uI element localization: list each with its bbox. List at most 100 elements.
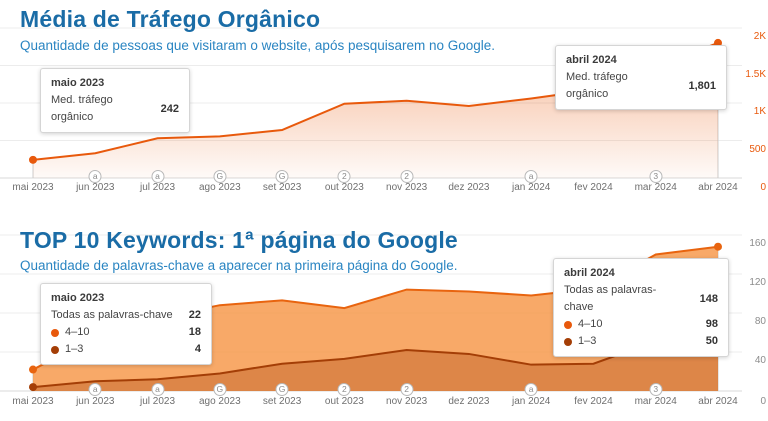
x-axis-label: jun 2023 — [76, 182, 115, 193]
series-dot-1-3-icon — [51, 345, 59, 354]
tooltip-row-label: Med. tráfego orgânico — [51, 94, 113, 123]
tooltip-row: Med. tráfego orgânico 242 — [51, 92, 179, 126]
x-axis-label: ago 2023 — [198, 182, 241, 193]
y-axis-label: 500 — [749, 143, 766, 155]
annotation-badge: G — [213, 170, 227, 183]
y-axis-label: 0 — [760, 182, 766, 193]
tooltip-row-label: Med. tráfego orgânico — [566, 71, 628, 100]
data-point-marker[interactable] — [29, 155, 37, 164]
series-label: 4–10 — [65, 326, 90, 338]
x-axis-label: set 2023 — [262, 396, 302, 407]
data-point-marker[interactable] — [29, 383, 37, 392]
x-axis-label: mar 2024 — [634, 396, 677, 407]
series-dot-4-10-icon — [564, 320, 572, 329]
x-axis-label: jan 2024 — [511, 182, 551, 193]
series-label: 1–3 — [578, 335, 597, 347]
tooltip-row: 4–10 18 — [51, 324, 201, 341]
x-axis-label: set 2023 — [262, 182, 302, 193]
data-point-marker[interactable] — [714, 38, 722, 47]
tooltip-keywords-may2023: maio 2023 Todas as palavras-chave 22 4–1… — [40, 283, 212, 365]
x-axis-label: mai 2023 — [12, 396, 54, 407]
annotation-badge: a — [151, 383, 165, 396]
tooltip-row-value: 98 — [705, 318, 718, 330]
tooltip-row: Todas as palavras-chave 22 — [51, 307, 201, 324]
x-axis-label: jul 2023 — [140, 182, 176, 193]
tooltip-row-value: 242 — [160, 102, 179, 115]
annotation-badge: 2 — [400, 383, 414, 396]
tooltip-row-label: 4–10 — [51, 324, 89, 341]
tooltip-title: abril 2024 — [564, 267, 615, 279]
x-axis-label: out 2023 — [324, 182, 364, 193]
x-axis-label: nov 2023 — [386, 396, 428, 407]
y-axis-label: 2K — [753, 31, 766, 42]
tooltip-row: Med. tráfego orgânico 1,801 — [566, 69, 716, 103]
tooltip-title: abril 2024 — [566, 54, 617, 66]
data-point-marker[interactable] — [29, 365, 37, 374]
traffic-chart-subheader: Quantidade de pessoas que visitaram o we… — [20, 38, 495, 53]
tooltip-title: maio 2023 — [51, 77, 105, 89]
tooltip-row-label: 4–10 — [564, 316, 602, 333]
annotation-badge: G — [213, 383, 227, 396]
series-line — [32, 340, 719, 389]
tooltip-row-value: 50 — [705, 335, 718, 347]
tooltip-row: 4–10 98 — [564, 316, 718, 333]
annotation-badge: G — [275, 383, 289, 396]
annotation-badge: a — [524, 383, 538, 396]
annotation-badge: G — [275, 170, 289, 183]
tooltip-row-value: 1,801 — [688, 79, 716, 92]
area-fill — [33, 42, 718, 178]
x-axis-label: jun 2023 — [76, 396, 115, 407]
series-label: 1–3 — [65, 343, 84, 355]
keywords-chart-title: TOP 10 Keywords: 1ª página do Google — [20, 227, 458, 253]
tooltip-row-value: 148 — [699, 292, 718, 305]
tooltip-row: 1–3 4 — [51, 341, 201, 358]
tooltip-row-label: 1–3 — [51, 341, 83, 358]
y-axis-label: 120 — [749, 277, 766, 288]
x-axis-label: mai 2023 — [12, 182, 54, 193]
annotation-badge: 2 — [337, 383, 351, 396]
x-axis-label: jan 2024 — [511, 396, 551, 407]
traffic-chart-header: Média de Tráfego Orgânico — [20, 6, 320, 33]
tooltip-traffic-apr2024: abril 2024 Med. tráfego orgânico 1,801 — [555, 45, 727, 110]
y-axis-label: 1K — [753, 106, 766, 117]
series-label: 4–10 — [578, 318, 603, 330]
tooltip-row-label: Todas as palavras-chave — [564, 284, 657, 313]
x-axis-label: fev 2024 — [574, 396, 613, 407]
x-axis-label: mar 2024 — [634, 182, 677, 193]
tooltip-row-value: 4 — [194, 343, 201, 355]
y-axis-label: 1.5K — [745, 68, 766, 80]
keywords-chart-subtitle: Quantidade de palavras-chave a aparecer … — [20, 258, 458, 273]
annotation-badge: a — [88, 383, 102, 396]
tooltip-title: maio 2023 — [51, 292, 105, 304]
tooltip-row-value: 22 — [188, 309, 201, 321]
x-axis-label: abr 2024 — [698, 182, 738, 193]
tooltip-row-label: 1–3 — [564, 333, 596, 350]
traffic-chart-subtitle: Quantidade de pessoas que visitaram o we… — [20, 38, 496, 53]
y-axis-label: 0 — [760, 396, 766, 407]
tooltip-row-value: 18 — [188, 326, 201, 338]
x-axis-label: out 2023 — [324, 396, 364, 407]
x-axis-label: dez 2023 — [448, 396, 490, 407]
annotation-badge: a — [151, 170, 165, 183]
tooltip-traffic-may2023: maio 2023 Med. tráfego orgânico 242 — [40, 68, 190, 133]
keywords-chart-header: TOP 10 Keywords: 1ª página do Google — [20, 227, 458, 254]
series-dot-4-10-icon — [51, 328, 59, 337]
tooltip-row: Todas as palavras-chave 148 — [564, 282, 718, 316]
x-axis-label: dez 2023 — [448, 182, 490, 193]
y-axis-label: 160 — [749, 238, 766, 249]
annotation-badge: a — [524, 170, 538, 183]
y-axis-label: 40 — [754, 355, 766, 366]
area-fill — [33, 341, 718, 391]
y-axis-label: 80 — [754, 316, 766, 327]
series-dot-1-3-icon — [564, 337, 572, 346]
data-point-marker[interactable] — [714, 242, 722, 251]
tooltip-keywords-apr2024: abril 2024 Todas as palavras-chave 148 4… — [553, 258, 729, 357]
x-axis-label: abr 2024 — [698, 396, 738, 407]
x-axis-label: fev 2024 — [574, 182, 613, 193]
annotation-badge: 2 — [400, 170, 414, 183]
traffic-chart-title: Média de Tráfego Orgânico — [20, 6, 321, 32]
annotation-badge: 2 — [337, 170, 351, 183]
tooltip-row: 1–3 50 — [564, 333, 718, 350]
